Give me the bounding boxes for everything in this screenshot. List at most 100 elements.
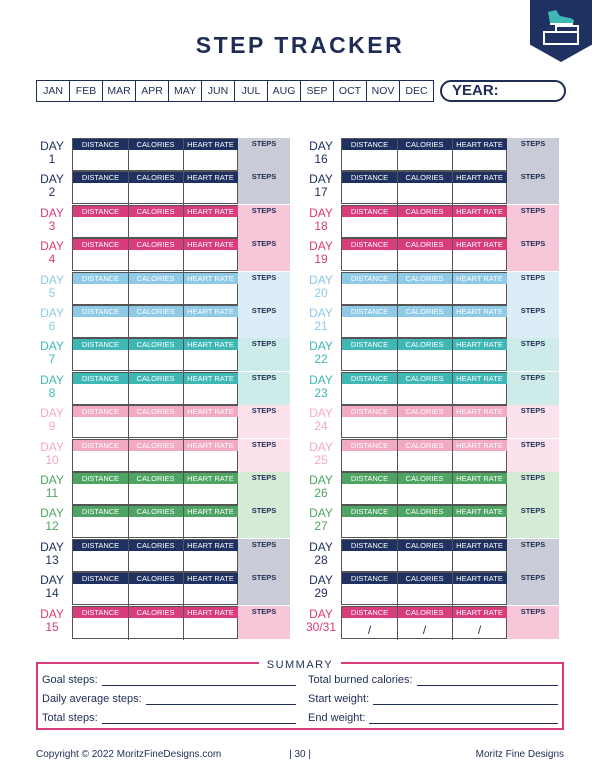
steps-cell[interactable]: STEPS bbox=[507, 138, 559, 171]
steps-cell[interactable]: STEPS bbox=[507, 171, 559, 205]
steps-cell[interactable]: STEPS bbox=[507, 204, 559, 238]
steps-cell[interactable]: STEPS bbox=[507, 371, 559, 405]
day-entry-grid[interactable]: DISTANCE CALORIES HEART RATE bbox=[72, 138, 238, 172]
month-nov[interactable]: NOV bbox=[367, 81, 400, 101]
calories-header: CALORIES bbox=[128, 139, 183, 150]
steps-cell[interactable]: STEPS bbox=[507, 271, 559, 305]
day-entry-grid[interactable]: DISTANCE CALORIES HEART RATE bbox=[72, 271, 238, 306]
steps-cell[interactable]: STEPS bbox=[238, 438, 290, 472]
year-field[interactable]: YEAR: bbox=[440, 80, 566, 102]
steps-cell[interactable]: STEPS bbox=[507, 305, 559, 338]
month-may[interactable]: MAY bbox=[169, 81, 202, 101]
steps-cell[interactable]: STEPS bbox=[238, 572, 290, 606]
start-weight-field[interactable]: Start weight: bbox=[308, 693, 558, 705]
day-entry-grid[interactable]: DISTANCE CALORIES HEART RATE bbox=[341, 305, 507, 339]
steps-cell[interactable]: STEPS bbox=[507, 405, 559, 439]
day-entry-grid[interactable]: DISTANCE CALORIES HEART RATE bbox=[72, 405, 238, 440]
distance-header: DISTANCE bbox=[342, 406, 397, 418]
day-number: 4 bbox=[48, 252, 56, 267]
steps-cell[interactable]: STEPS bbox=[507, 438, 559, 472]
steps-cell[interactable]: STEPS bbox=[238, 371, 290, 405]
day-label: DAY 4 bbox=[36, 240, 68, 266]
steps-cell[interactable]: STEPS bbox=[507, 572, 559, 606]
end-weight-field[interactable]: End weight: bbox=[308, 712, 558, 724]
steps-cell[interactable]: STEPS bbox=[507, 238, 559, 272]
day-entry-grid[interactable]: DISTANCE CALORIES HEART RATE bbox=[341, 338, 507, 373]
day-row: DAY 28 DISTANCE CALORIES HEART RATE STEPS bbox=[305, 538, 565, 573]
day-entry-grid[interactable]: DISTANCE CALORIES HEART RATE bbox=[341, 505, 507, 540]
day-entry-grid[interactable]: DISTANCE CALORIES HEART RATE bbox=[341, 171, 507, 206]
distance-header: DISTANCE bbox=[342, 239, 397, 251]
steps-cell[interactable]: STEPS bbox=[238, 204, 290, 238]
day-entry-grid[interactable]: DISTANCE CALORIES HEART RATE bbox=[341, 371, 507, 406]
day-entry-grid[interactable]: DISTANCE CALORIES HEART RATE bbox=[72, 305, 238, 339]
day-entry-grid[interactable]: DISTANCE CALORIES HEART RATE bbox=[341, 405, 507, 440]
month-mar[interactable]: MAR bbox=[103, 81, 136, 101]
goal-steps-field[interactable]: Goal steps: bbox=[42, 674, 296, 686]
day-row: DAY 18 DISTANCE CALORIES HEART RATE STEPS bbox=[305, 204, 565, 239]
steps-label: STEPS bbox=[520, 139, 546, 148]
month-feb[interactable]: FEB bbox=[70, 81, 103, 101]
day-entry-grid[interactable]: DISTANCE CALORIES HEART RATE bbox=[72, 238, 238, 273]
steps-cell[interactable]: STEPS bbox=[238, 338, 290, 372]
month-dec[interactable]: DEC bbox=[405, 85, 428, 97]
steps-cell[interactable]: STEPS bbox=[238, 138, 290, 171]
steps-cell[interactable]: STEPS bbox=[238, 472, 290, 505]
day-row: DAY 27 DISTANCE CALORIES HEART RATE STEPS bbox=[305, 505, 565, 540]
steps-cell[interactable]: STEPS bbox=[507, 538, 559, 572]
month-aug[interactable]: AUG bbox=[268, 81, 301, 101]
month-jul[interactable]: JUL bbox=[235, 81, 268, 101]
day-entry-grid[interactable]: DISTANCE CALORIES HEART RATE bbox=[341, 572, 507, 607]
month-jun[interactable]: JUN bbox=[202, 81, 235, 101]
calories-header: CALORIES bbox=[128, 473, 183, 484]
day-entry-grid[interactable]: DISTANCE CALORIES HEART RATE bbox=[72, 171, 238, 206]
steps-cell[interactable]: STEPS bbox=[238, 605, 290, 639]
steps-cell[interactable]: STEPS bbox=[507, 605, 559, 639]
day-entry-grid[interactable]: DISTANCE CALORIES HEART RATE bbox=[72, 472, 238, 506]
day-entry-grid[interactable]: DISTANCE CALORIES HEART RATE bbox=[72, 371, 238, 406]
steps-cell[interactable]: STEPS bbox=[507, 472, 559, 505]
month-jan[interactable]: JAN bbox=[37, 81, 70, 101]
day-entry-grid[interactable]: DISTANCE CALORIES HEART RATE bbox=[341, 238, 507, 273]
cell-divider bbox=[128, 573, 129, 607]
calories-header: CALORIES bbox=[397, 272, 452, 284]
day-entry-grid[interactable]: DISTANCE CALORIES HEART RATE / / / bbox=[341, 605, 507, 640]
day-entry-grid[interactable]: DISTANCE CALORIES HEART RATE bbox=[341, 138, 507, 172]
cell-divider bbox=[128, 506, 129, 540]
steps-cell[interactable]: STEPS bbox=[238, 505, 290, 539]
day-entry-grid[interactable]: DISTANCE CALORIES HEART RATE bbox=[341, 204, 507, 239]
day-entry-grid[interactable]: DISTANCE CALORIES HEART RATE bbox=[72, 438, 238, 473]
day-entry-grid[interactable]: DISTANCE CALORIES HEART RATE bbox=[72, 505, 238, 540]
day-entry-grid[interactable]: DISTANCE CALORIES HEART RATE bbox=[341, 538, 507, 573]
total-steps-field[interactable]: Total steps: bbox=[42, 712, 296, 724]
month-apr[interactable]: APR bbox=[136, 81, 169, 101]
month-oct[interactable]: OCT bbox=[334, 81, 367, 101]
steps-cell[interactable]: STEPS bbox=[238, 171, 290, 205]
day-entry-grid[interactable]: DISTANCE CALORIES HEART RATE bbox=[72, 572, 238, 607]
steps-cell[interactable]: STEPS bbox=[238, 538, 290, 572]
day-entry-grid[interactable]: DISTANCE CALORIES HEART RATE bbox=[72, 338, 238, 373]
day-entry-grid[interactable]: DISTANCE CALORIES HEART RATE bbox=[72, 538, 238, 573]
distance-header: DISTANCE bbox=[342, 506, 397, 518]
steps-cell[interactable]: STEPS bbox=[238, 238, 290, 272]
cell-divider bbox=[452, 573, 453, 607]
day-entry-grid[interactable]: DISTANCE CALORIES HEART RATE bbox=[72, 204, 238, 239]
steps-cell[interactable]: STEPS bbox=[238, 305, 290, 338]
distance-header: DISTANCE bbox=[342, 272, 397, 284]
steps-cell[interactable]: STEPS bbox=[238, 271, 290, 305]
day-number: 6 bbox=[48, 319, 56, 333]
day-entry-grid[interactable]: DISTANCE CALORIES HEART RATE bbox=[341, 472, 507, 506]
day-entry-grid[interactable]: DISTANCE CALORIES HEART RATE bbox=[341, 438, 507, 473]
steps-cell[interactable]: STEPS bbox=[507, 505, 559, 539]
day-word: DAY bbox=[40, 306, 64, 320]
total-burned-calories-field[interactable]: Total burned calories: bbox=[308, 674, 558, 686]
day-entry-grid[interactable]: DISTANCE CALORIES HEART RATE bbox=[72, 605, 238, 640]
steps-cell[interactable]: STEPS bbox=[238, 405, 290, 439]
steps-cell[interactable]: STEPS bbox=[507, 338, 559, 372]
day-label: DAY 5 bbox=[36, 273, 68, 300]
calories-header: CALORIES bbox=[128, 306, 183, 317]
daily-average-steps-field[interactable]: Daily average steps: bbox=[42, 693, 296, 705]
steps-label: STEPS bbox=[520, 306, 546, 315]
month-sep[interactable]: SEP bbox=[301, 81, 334, 101]
day-entry-grid[interactable]: DISTANCE CALORIES HEART RATE bbox=[341, 271, 507, 306]
